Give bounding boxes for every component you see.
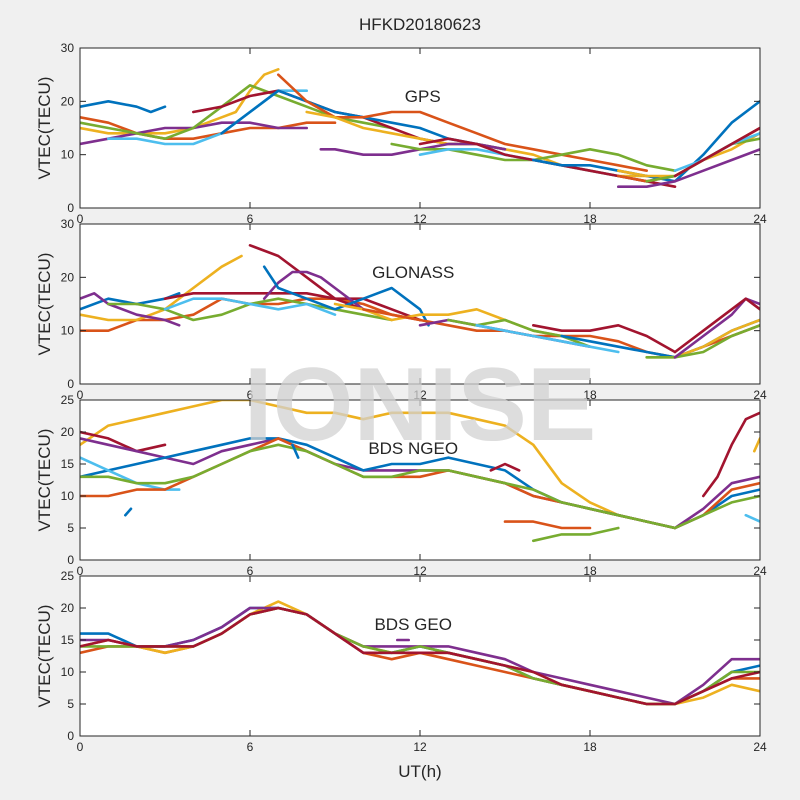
x-tick-label: 24 [753,564,767,578]
y-tick-label: 20 [61,425,75,439]
x-tick-label: 12 [413,388,427,402]
y-tick-label: 25 [61,569,75,583]
y-tick-label: 10 [61,148,75,162]
series-group [80,400,760,543]
series-line-15 [531,323,677,354]
series-line-8 [276,73,649,172]
series-line-20 [673,126,760,178]
x-tick-label: 18 [583,564,597,578]
x-tick-label: 18 [583,388,597,402]
panels: 0 6 12 18 24 0 10 20 30 VTEC(TECU) GPS 0 6 12 18 24 0 10 2… [35,41,767,754]
y-tick-label: 30 [61,41,75,55]
series-group [80,68,760,188]
panel-label: BDS NGEO [368,439,458,458]
x-tick-label: 0 [77,564,84,578]
series-line-11 [531,526,620,543]
y-tick-label: 5 [67,521,74,535]
series-line-0 [80,400,677,530]
x-axis-label: UT(h) [398,762,441,781]
y-tick-label: 0 [67,377,74,391]
series-line-2 [80,68,280,135]
y-tick-label: 0 [67,201,74,215]
panel-label: BDS GEO [374,615,451,634]
series-line-8 [262,270,365,311]
x-tick-label: 12 [413,740,427,754]
x-tick-label: 18 [583,212,597,226]
y-tick-label: 0 [67,553,74,567]
series-line-19 [673,297,760,359]
y-tick-label: 10 [61,489,75,503]
y-axis-label: VTEC(TECU) [35,77,54,180]
series-line-1 [80,116,337,140]
series-line-5 [80,606,760,706]
y-tick-label: 15 [61,633,75,647]
x-tick-label: 6 [247,740,254,754]
series-line-7 [124,507,133,517]
series-line-0 [80,100,167,114]
series-line-18 [645,323,760,359]
y-axis-label: VTEC(TECU) [35,605,54,708]
series-line-9 [262,265,430,327]
series-line-14 [752,437,760,453]
x-tick-label: 6 [247,388,254,402]
y-tick-label: 20 [61,94,75,108]
x-tick-label: 24 [753,740,767,754]
y-axis-label: VTEC(TECU) [35,429,54,532]
y-axis-label: VTEC(TECU) [35,253,54,356]
panel-2: 0 6 12 18 24 0 5 10 15 20 25 VTEC(TECU) BDS NGEO [35,393,767,578]
series-line-7 [248,244,365,311]
figure-title: HFKD20180623 [359,15,481,34]
x-tick-label: 12 [413,564,427,578]
panel-0: 0 6 12 18 24 0 10 20 30 VTEC(TECU) GPS [35,41,767,226]
x-tick-label: 6 [247,564,254,578]
x-tick-label: 12 [413,212,427,226]
series-line-13 [744,513,760,523]
y-tick-label: 10 [61,665,75,679]
x-tick-label: 0 [77,388,84,402]
series-line-10 [503,520,592,530]
series-line-6 [80,443,760,530]
y-tick-label: 25 [61,393,75,407]
x-tick-label: 18 [583,740,597,754]
series-line-14 [475,323,620,354]
x-tick-label: 24 [753,212,767,226]
series-line-9 [489,462,521,472]
series-line-3 [80,291,181,327]
x-tick-label: 24 [753,388,767,402]
y-tick-label: 20 [61,270,75,284]
panel-label: GPS [405,87,441,106]
x-tick-label: 0 [77,740,84,754]
plot-area [80,400,760,560]
series-line-5 [163,297,337,317]
y-tick-label: 30 [61,217,75,231]
y-tick-label: 15 [61,457,75,471]
panel-label: GLONASS [372,263,454,282]
series-line-12 [701,411,760,498]
panel-3: 0 6 12 18 24 0 5 10 15 20 25 VTEC(TECU) BDS GEO [35,569,767,754]
x-tick-label: 6 [247,212,254,226]
y-tick-label: 0 [67,729,74,743]
series-line-17 [616,148,760,188]
x-tick-label: 0 [77,212,84,226]
y-tick-label: 20 [61,601,75,615]
plot-area [80,576,760,736]
series-group [80,244,760,359]
series-line-20 [673,297,760,354]
y-tick-label: 5 [67,697,74,711]
series-group [80,600,760,706]
series-line-1 [80,430,167,453]
series-line-8 [291,443,300,459]
watermark: IONISE [244,347,597,463]
panel-1: 0 6 12 18 24 0 10 20 30 VTEC(TECU) GLONASS [35,217,767,402]
y-tick-label: 10 [61,324,75,338]
